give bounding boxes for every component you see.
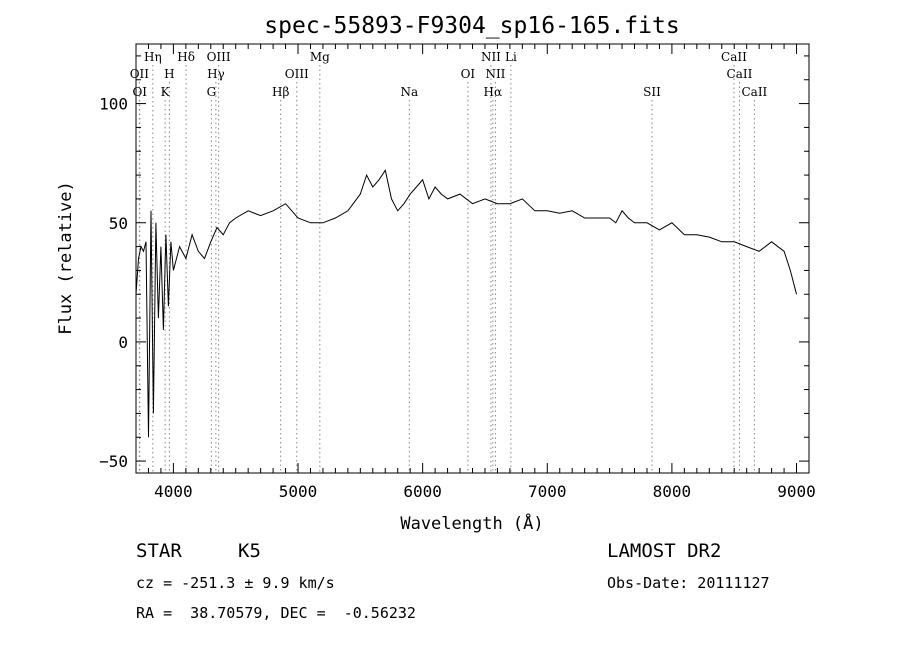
line-marker-label: H	[164, 67, 174, 81]
line-marker-label: Hβ	[272, 85, 289, 99]
line-marker-label: CaII	[721, 50, 747, 64]
spectrum-layer	[136, 169, 797, 438]
chart-title: spec-55893-F9304_sp16-165.fits	[264, 13, 679, 39]
x-tick-label: 5000	[279, 482, 318, 501]
line-marker-label: K	[161, 85, 171, 99]
spectrum-line	[136, 169, 797, 438]
axes: 4000 5000 6000 7000 8000 9000 −50 0 50 100	[99, 43, 816, 501]
y-tick-label: 50	[109, 214, 128, 233]
line-marker-label: CaII	[727, 67, 753, 81]
plot-frame	[135, 43, 810, 474]
y-tick-label: −50	[99, 452, 128, 471]
redshift-readout: cz = -251.3 ± 9.9 km/s	[136, 574, 335, 592]
line-marker-label: Hγ	[207, 67, 225, 81]
x-tick-label: 9000	[777, 482, 816, 501]
line-marker-label: Hδ	[177, 50, 195, 64]
line-marker-label: OIII	[207, 50, 231, 64]
object-subclass: K5	[238, 540, 261, 562]
line-marker-label: OIII	[285, 67, 309, 81]
line-marker-label: Na	[400, 85, 418, 99]
line-marker-label: Li	[505, 50, 517, 64]
line-marker-label: Hη	[144, 50, 162, 64]
coordinates-readout: RA = 38.70579, DEC = -0.56232	[136, 604, 416, 622]
line-marker-label: NII	[481, 50, 501, 64]
line-marker-label: Mg	[310, 50, 330, 64]
line-marker-label: Hα	[484, 85, 503, 99]
line-marker-label: G	[207, 85, 217, 99]
line-marker-label: OII	[130, 67, 150, 81]
x-tick-label: 7000	[528, 482, 567, 501]
object-class: STAR	[136, 540, 182, 562]
obs-date: Obs-Date: 20111127	[607, 574, 770, 592]
line-marker-label: CaII	[741, 85, 767, 99]
line-marker-label: NII	[485, 67, 505, 81]
survey-name: LAMOST DR2	[607, 540, 722, 562]
x-tick-label: 6000	[403, 482, 442, 501]
y-tick-label: 100	[99, 95, 128, 114]
x-axis-label: Wavelength (Å)	[400, 512, 543, 534]
line-marker-label: OI	[461, 67, 476, 81]
line-marker-label: SII	[643, 85, 661, 99]
x-tick-label: 8000	[653, 482, 692, 501]
y-tick-label: 0	[118, 333, 128, 352]
y-axis-label: Flux (relative)	[56, 181, 76, 335]
x-tick-label: 4000	[154, 482, 193, 501]
line-marker-label: OI	[132, 85, 147, 99]
